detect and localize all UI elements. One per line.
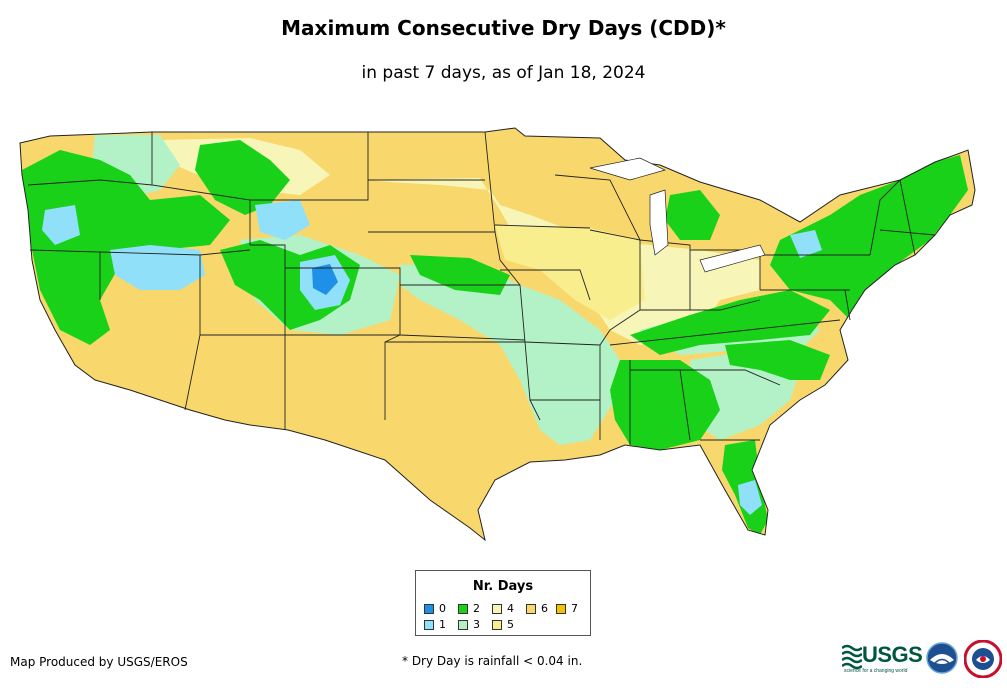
region-1-day-northeast	[790, 230, 822, 258]
legend-swatch-6	[526, 603, 536, 614]
legend-item-4: 4	[492, 602, 514, 615]
noaa-logo-icon	[926, 642, 958, 674]
dry-day-footnote: * Dry Day is rainfall < 0.04 in.	[402, 654, 583, 668]
legend: Nr. Days 0 1 2 3 4 5 6 7	[415, 570, 591, 636]
state-borders	[27, 131, 936, 445]
region-3-days-plains	[400, 262, 620, 445]
region-1-day-wyoming	[255, 200, 310, 240]
legend-label-4: 4	[507, 602, 514, 615]
producer-credit: Map Produced by USGS/EROS	[10, 655, 188, 669]
region-0-days-colorado	[312, 264, 338, 295]
legend-swatch-2	[458, 603, 468, 614]
legend-swatch-1	[424, 619, 434, 630]
legend-item-0: 0	[424, 602, 446, 615]
legend-item-2: 2	[458, 602, 480, 615]
region-2-days-northeast	[770, 155, 968, 320]
legend-label-1: 1	[439, 618, 446, 631]
nws-logo-icon	[964, 640, 1002, 678]
legend-item-6: 6	[526, 602, 548, 615]
usgs-logo-text: USGS	[862, 642, 923, 667]
region-2-days-ohio-valley	[630, 290, 830, 355]
usgs-wave-icon	[842, 644, 862, 670]
legend-swatch-5	[492, 619, 502, 630]
agency-logos: USGS science for a changing world	[842, 638, 1004, 684]
legend-item-3: 3	[458, 618, 480, 631]
cdd-regions	[22, 135, 968, 535]
legend-label-2: 2	[473, 602, 480, 615]
legend-swatch-7	[556, 603, 566, 614]
region-2-days-carolinas	[725, 340, 830, 380]
region-2-days-pacific-nw	[22, 150, 230, 345]
region-2-days-rockies	[195, 140, 290, 215]
legend-title: Nr. Days	[472, 579, 534, 594]
region-1-day-great-basin	[110, 245, 205, 290]
legend-label-7: 7	[571, 602, 578, 615]
map-title: Maximum Consecutive Dry Days (CDD)*	[281, 16, 726, 40]
legend-swatch-4	[492, 603, 502, 614]
legend-label-5: 5	[507, 618, 514, 631]
region-1-day-florida	[738, 480, 762, 515]
map-subtitle: in past 7 days, as of Jan 18, 2024	[361, 63, 646, 83]
legend-label-3: 3	[473, 618, 480, 631]
region-1-day-oregon	[42, 205, 80, 245]
great-lakes	[589, 157, 766, 273]
region-2-days-deep-south	[610, 360, 720, 450]
region-2-days-michigan	[665, 190, 720, 240]
legend-label-0: 0	[439, 602, 446, 615]
legend-item-1: 1	[424, 618, 446, 631]
usgs-tagline: science for a changing world	[844, 668, 908, 674]
legend-label-6: 6	[541, 602, 548, 615]
us-outline	[19, 127, 976, 542]
region-5-days-iowa	[495, 225, 645, 320]
legend-item-5: 5	[492, 618, 514, 631]
legend-swatch-0	[424, 603, 434, 614]
legend-swatch-3	[458, 619, 468, 630]
legend-item-7: 7	[556, 602, 578, 615]
